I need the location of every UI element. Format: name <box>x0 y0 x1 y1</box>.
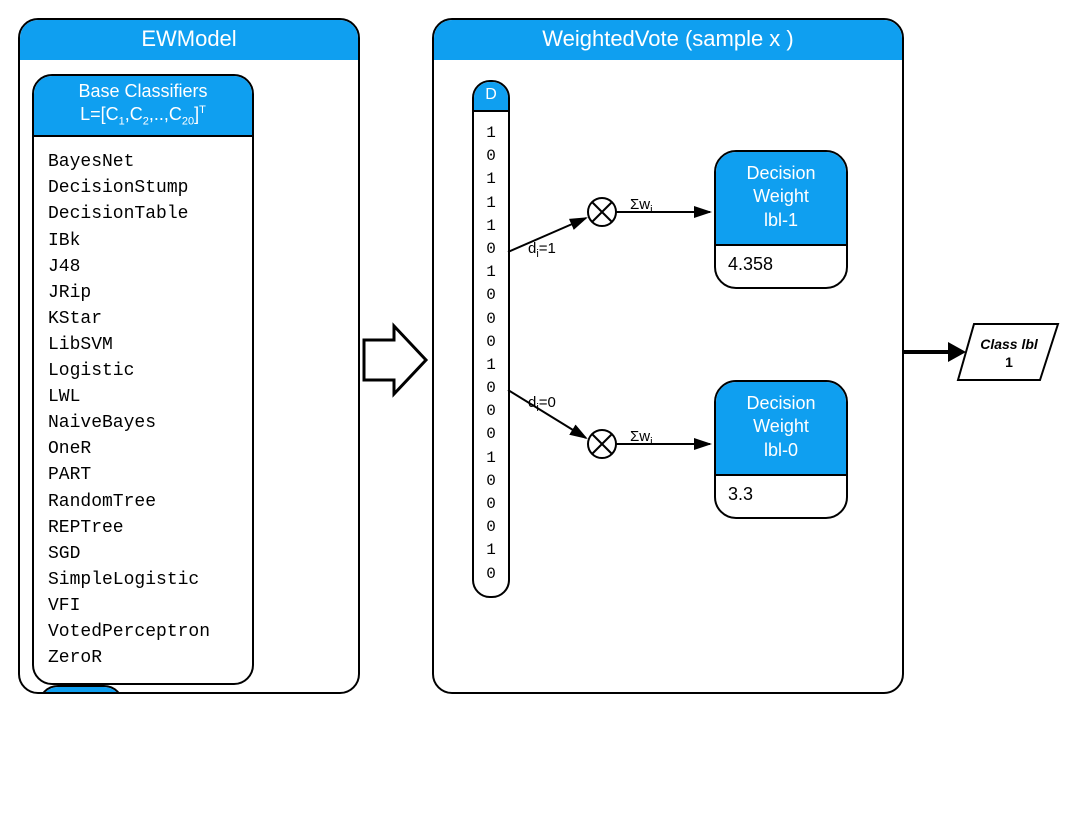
weightedvote-body: D 10111010001000100010 <box>434 60 902 670</box>
classifier-row: IBk <box>48 228 242 254</box>
classifier-row: SGD <box>48 541 242 567</box>
label-sumw-lower: Σwi <box>630 428 653 448</box>
weightedvote-title: WeightedVote (sample x ) <box>434 20 902 60</box>
classifier-row: DecisionTable <box>48 201 242 227</box>
label-di1: di=1 <box>528 240 556 260</box>
decision1-value: 4.358 <box>716 246 846 287</box>
ewmodel-body: Base Classifiers L=[C1,C2,..,C20]T Bayes… <box>20 60 358 694</box>
decision0-value: 3.3 <box>716 476 846 517</box>
classifier-row: SimpleLogistic <box>48 567 242 593</box>
output-label: Class lbl 1 <box>964 336 1054 372</box>
decision1-header: Decision Weight lbl-1 <box>716 152 846 246</box>
arrow-between-panels <box>358 320 434 400</box>
classifiers-header-line1: Base Classifiers <box>78 81 207 101</box>
classifier-row: BayesNet <box>48 149 242 175</box>
classifier-row: NaiveBayes <box>48 410 242 436</box>
ewmodel-panel: EWModel Base Classifiers L=[C1,C2,..,C20… <box>18 18 360 694</box>
classifier-row: OneR <box>48 436 242 462</box>
weightedvote-panel: WeightedVote (sample x ) D 1011101000100… <box>432 18 904 694</box>
classifier-row: DecisionStump <box>48 175 242 201</box>
classifiers-header: Base Classifiers L=[C1,C2,..,C20]T <box>34 76 252 137</box>
classifiers-column: Base Classifiers L=[C1,C2,..,C20]T Bayes… <box>32 74 254 685</box>
classifier-list: BayesNetDecisionStumpDecisionTableIBkJ48… <box>34 137 252 683</box>
classifier-row: J48 <box>48 254 242 280</box>
classifier-row: KStar <box>48 306 242 332</box>
weights-header: Weights W <box>40 687 122 694</box>
classifier-row: VotedPerceptron <box>48 619 242 645</box>
classifier-row: RandomTree <box>48 489 242 515</box>
classifier-row: REPTree <box>48 515 242 541</box>
classifier-row: LWL <box>48 384 242 410</box>
classifier-row: PART <box>48 462 242 488</box>
classifier-row: Logistic <box>48 358 242 384</box>
label-di0: di=0 <box>528 394 556 414</box>
classifiers-header-line2: L=[C1,C2,..,C20]T <box>80 104 206 124</box>
classifier-row: LibSVM <box>48 332 242 358</box>
classifier-row: ZeroR <box>48 645 242 671</box>
decision-box-1: Decision Weight lbl-1 4.358 <box>714 150 848 289</box>
decision0-header: Decision Weight lbl-0 <box>716 382 846 476</box>
ewmodel-title: EWModel <box>20 20 358 60</box>
weights-column: Weights W 0.1280.0800.5760.1730.2530.104… <box>38 685 124 694</box>
decision-box-0: Decision Weight lbl-0 3.3 <box>714 380 848 519</box>
label-sumw-upper: Σwi <box>630 196 653 216</box>
classifier-row: JRip <box>48 280 242 306</box>
classifier-row: VFI <box>48 593 242 619</box>
